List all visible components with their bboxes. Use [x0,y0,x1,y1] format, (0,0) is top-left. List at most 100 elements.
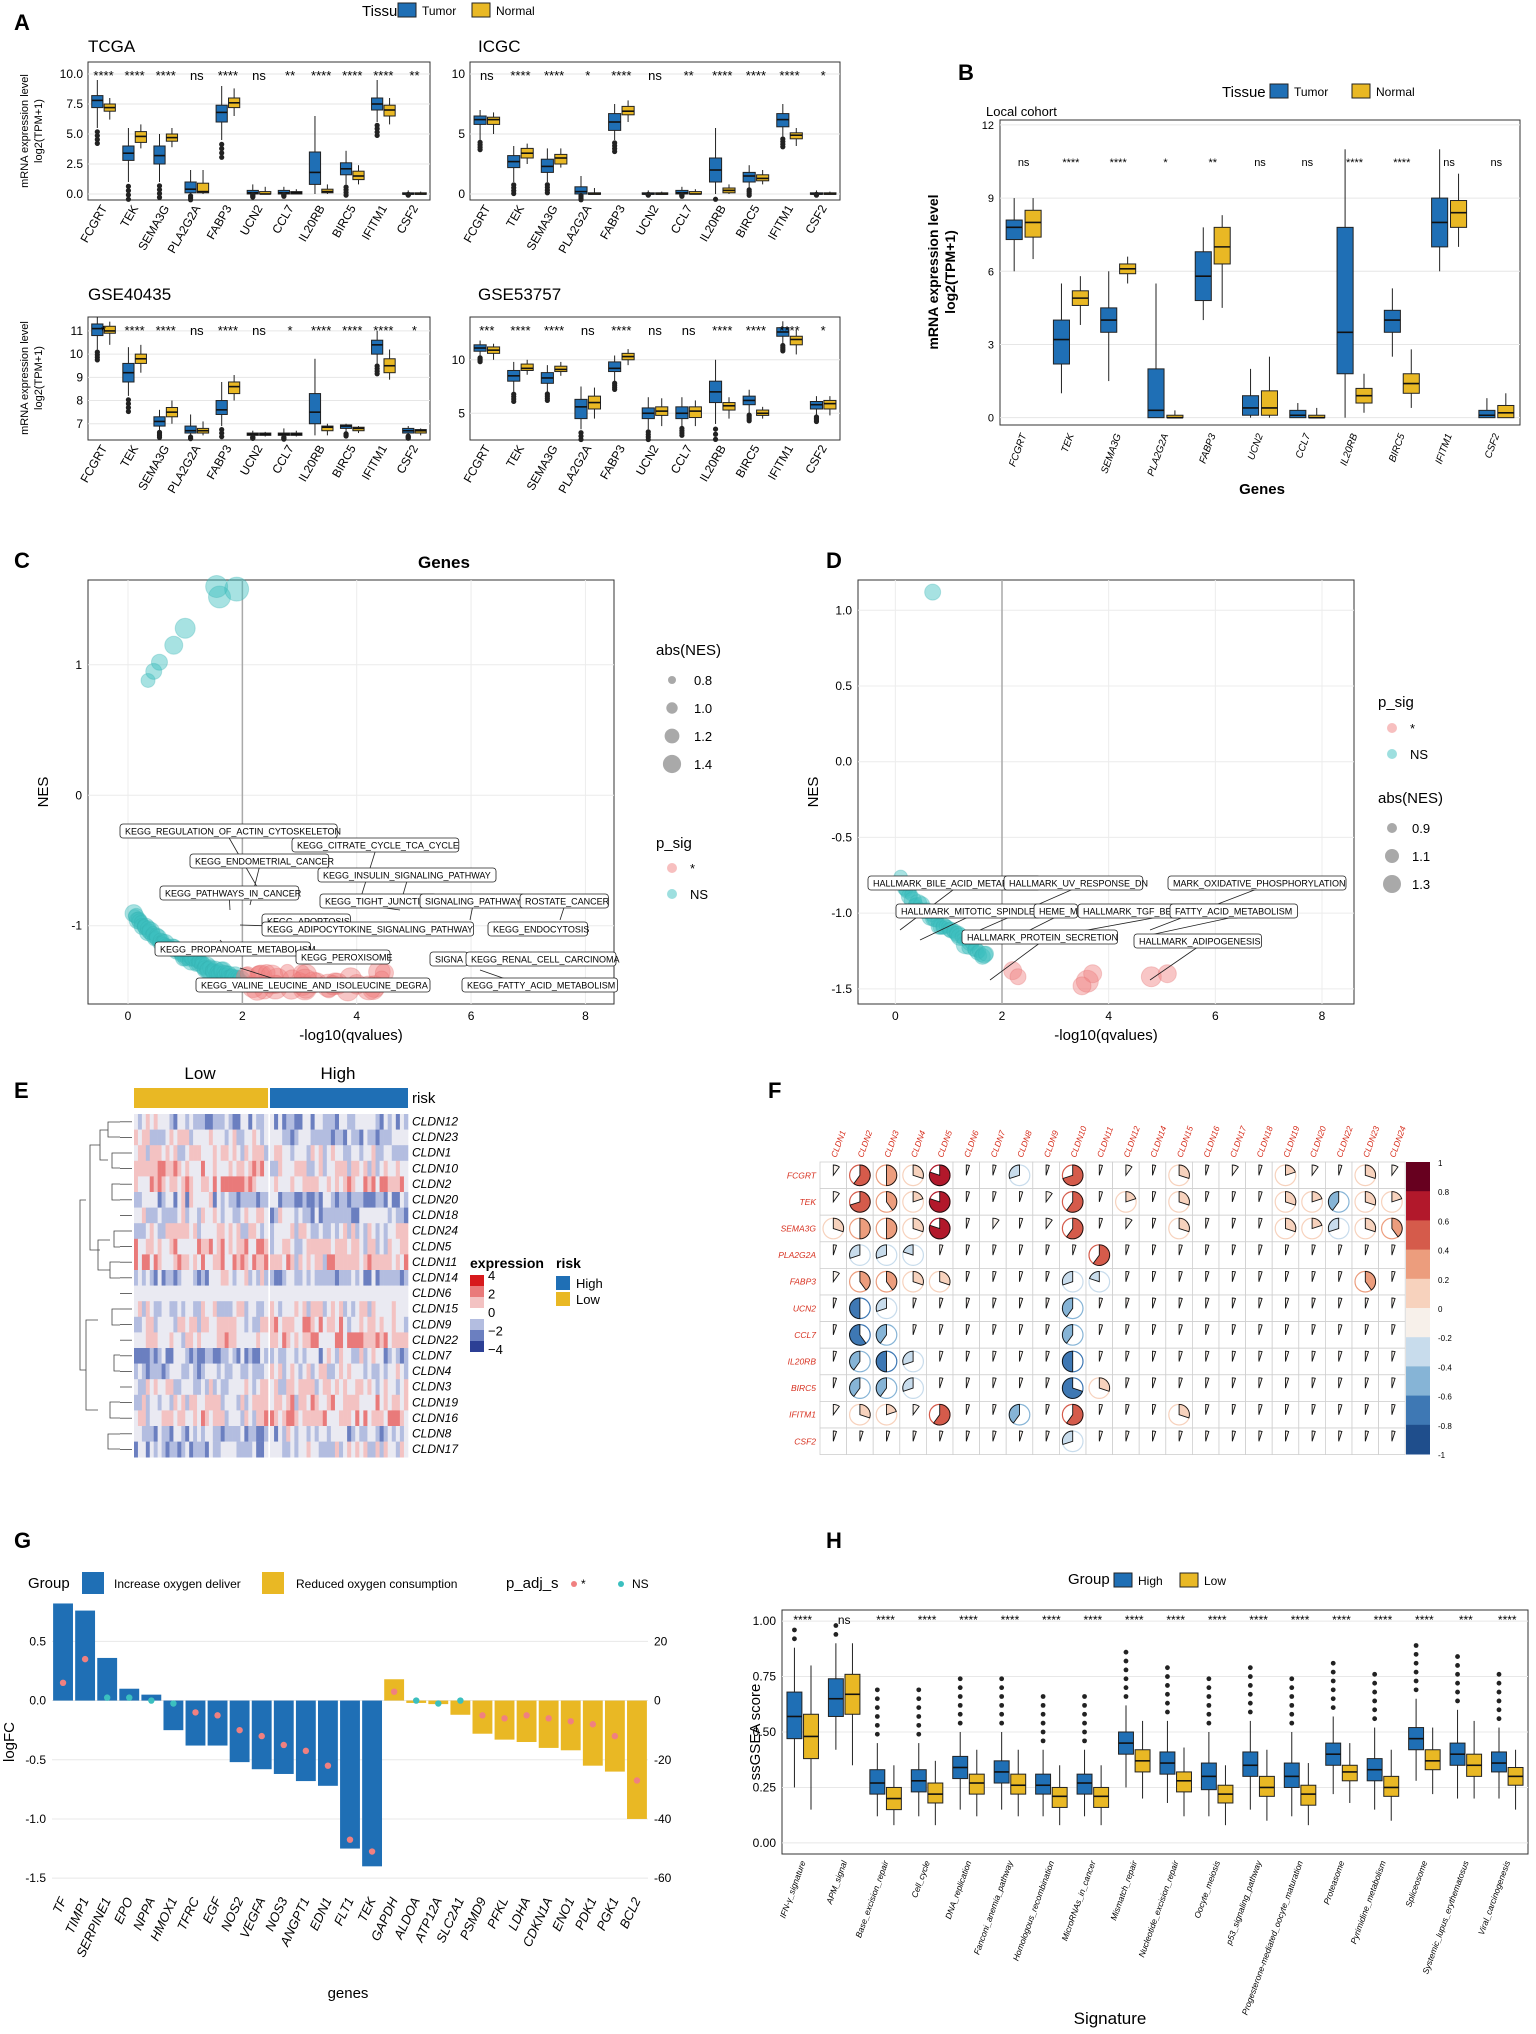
panel-b-xtick: IL20RB [1339,432,1361,467]
panel-e-cell [343,1410,348,1427]
panel-h-high-17-box [1491,1751,1507,1773]
panel-h-xlabel: Signature [1074,2009,1147,2028]
panel-e-cell [330,1223,336,1240]
panel-e-cell [173,1348,178,1364]
panel-h-ylabel: ssGSEA score [747,1684,764,1781]
panel-e-risk-legend-low-swatch [556,1292,570,1306]
panel-e-cell [141,1332,147,1349]
panel-f-pie [1338,1297,1343,1309]
panel-a-legend-normal-swatch [471,2,491,18]
panel-e-cell [161,1410,166,1427]
panel-c-label-text: KEGG_FATTY_ACID_METABOLISM [467,981,615,991]
panel-e-cell [264,1192,269,1208]
panel-e-cell [310,1176,315,1193]
panel-e-cell [330,1379,336,1396]
panel-e-cell [240,1207,245,1224]
panel-e-cell [256,1223,261,1240]
panel-d-point [946,924,960,939]
panel-e-cell [375,1394,380,1411]
panel-f-pie [902,1350,914,1366]
panel-e-cell [274,1176,279,1193]
panel-e-cell [204,1426,210,1442]
panel-h-outlier [1082,1738,1087,1744]
panel-f-pie [912,1430,917,1442]
panel-e-cell [212,1254,218,1271]
panel-e-cell [379,1285,384,1302]
panel-e-cell [181,1301,186,1318]
panel-e-cell [282,1160,287,1177]
panel-e-cell [339,1254,344,1271]
panel-e-cell [399,1114,405,1130]
panel-e-cell [403,1363,409,1380]
panel-e-cell [260,1238,265,1255]
panel-g-dot-ANGPT1 [302,1747,310,1755]
panel-a-sig-label: ns [190,68,204,83]
panel-e-cell [282,1129,287,1146]
panel-e-cell [339,1410,344,1427]
panel-a-outlier [281,436,287,442]
panel-f-pie [1311,1324,1316,1336]
panel-h-xtick: Systemic_lupus_erythematosus [1420,1859,1471,1976]
panel-e-cell [290,1363,295,1380]
panel-e-cell [177,1363,182,1380]
panel-c-point [164,635,184,655]
panel-e-cell [403,1223,409,1240]
panel-e-cell [290,1254,295,1271]
panel-e-cell [244,1254,249,1271]
panel-e-cell [264,1316,269,1333]
panel-e-cell [318,1332,324,1349]
panel-e-cell [363,1223,368,1240]
panel-c-ytick: 1 [75,658,82,672]
panel-e-cell [193,1394,198,1411]
panel-e-cell [137,1207,143,1224]
panel-e-cell [256,1160,261,1177]
panel-e-cell [165,1254,170,1271]
panel-e-cell [334,1348,340,1364]
panel-e-cell [359,1254,364,1271]
panel-d-label-text: HEME_M [1039,907,1078,917]
panel-e-cell [383,1114,389,1130]
panel-e-cell [379,1254,384,1271]
panel-f-pie [965,1191,971,1203]
panel-f-colorbar-tick: 0 [1438,1305,1443,1314]
panel-f-pie [1098,1403,1104,1415]
panel-e-cell [193,1348,198,1364]
panel-a-normal-FABP3-box [228,381,241,395]
panel-f-pie [1178,1377,1183,1389]
panel-f-pie [1205,1244,1210,1256]
panel-e-cell [290,1410,295,1427]
panel-e-cell [161,1254,166,1271]
panel-e-cell [387,1379,393,1396]
panel-e-cell [391,1129,397,1146]
panel-e-cell [326,1192,332,1208]
panel-e-cell [294,1207,299,1224]
panel-f-pie [1152,1324,1157,1336]
panel-e-cell [399,1160,405,1177]
panel-b-title: Local cohort [986,104,1057,119]
panel-f-pie [1364,1403,1370,1415]
panel-e-cell [314,1410,320,1427]
panel-a-outlier [94,357,100,363]
panel-e-cell [379,1363,384,1380]
panel-e-cell [224,1363,229,1380]
panel-e-cell [371,1363,376,1380]
panel-e-cell [220,1363,225,1380]
panel-e-cell [399,1207,405,1224]
panel-a-sig-label: ** [409,68,419,83]
panel-e-cell [189,1363,194,1380]
panel-f-pie [1072,1244,1077,1256]
panel-e-cell [240,1379,245,1396]
panel-h-legend-high-swatch [1113,1572,1133,1588]
panel-e-cell [212,1379,218,1396]
panel-e-cell [134,1192,139,1208]
panel-e-cell [141,1129,147,1146]
panel-e-cell [359,1379,364,1396]
panel-e-cell [383,1394,389,1411]
panel-e-cell [371,1192,376,1208]
panel-e-cell [339,1238,344,1255]
panel-f-pie [1231,1270,1237,1282]
panel-e-cell [306,1301,311,1318]
panel-e-cell [134,1145,139,1162]
panel-f-pie [1391,1164,1399,1177]
panel-e-cell [134,1348,139,1364]
